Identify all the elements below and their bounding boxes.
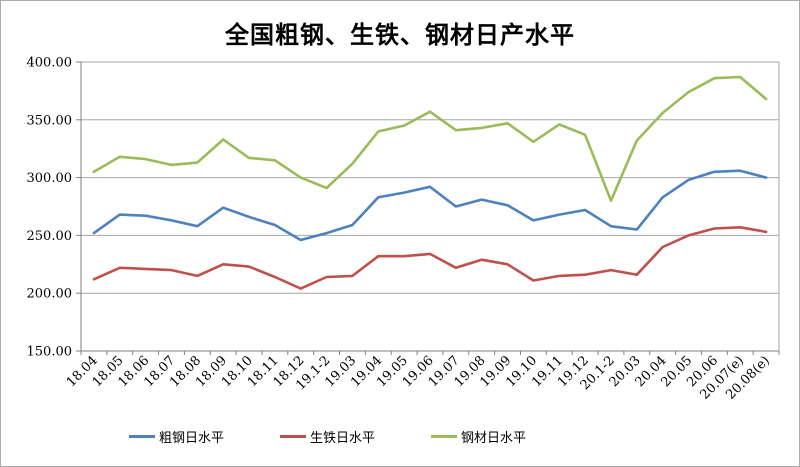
legend-entry-crude-steel: 粗钢日水平 (129, 427, 224, 446)
legend-entry-pig-iron: 生铁日水平 (280, 427, 375, 446)
series-line-crude-steel (92, 169, 768, 242)
series-line-pig-iron (92, 226, 768, 290)
legend-marker-pig-iron (280, 434, 307, 438)
y-tick-label: 350.00 (27, 113, 73, 128)
legend-label-crude-steel: 粗钢日水平 (159, 429, 225, 445)
legend-marker-crude-steel (129, 434, 155, 438)
y-tick-label: 150.00 (27, 345, 73, 360)
y-tick-label: 300.00 (27, 171, 73, 186)
y-tick-label: 400.00 (27, 56, 73, 71)
x-axis-labels: 18.0418.0518.0618.0718.0818.0918.1018.11… (64, 353, 773, 403)
legend-entry-steel-products: 钢材日水平 (431, 427, 526, 446)
x-axis-ticks (80, 351, 780, 355)
y-axis-labels: 400.00 350.00 300.00 250.00 200.00 150.00 (27, 56, 73, 360)
legend-label-steel-products: 钢材日水平 (461, 429, 527, 445)
y-tick-label: 200.00 (27, 287, 73, 302)
chart-legend: 粗钢日水平 生铁日水平 钢材日水平 (1, 425, 799, 447)
legend-label-pig-iron: 生铁日水平 (310, 429, 376, 445)
legend-marker-steel-products (431, 434, 458, 438)
chart-title: 全国粗钢、生铁、钢材日产水平 (225, 23, 575, 49)
series-line-steel-products (92, 75, 768, 202)
y-tick-label: 250.00 (27, 229, 73, 244)
